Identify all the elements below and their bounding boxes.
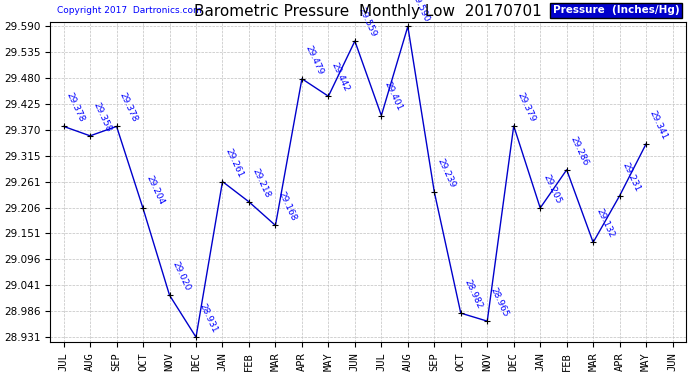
Text: 29.020: 29.020 [171,260,193,292]
Text: 29.442: 29.442 [330,62,351,93]
Text: 29.239: 29.239 [435,157,457,189]
Text: 29.378: 29.378 [65,91,86,124]
Text: 29.590: 29.590 [409,0,431,24]
Text: 29.168: 29.168 [277,190,298,223]
Text: 29.132: 29.132 [595,207,616,240]
Text: 28.931: 28.931 [197,302,219,334]
Text: 28.982: 28.982 [462,278,484,310]
Text: 29.378: 29.378 [118,91,139,124]
Text: 29.231: 29.231 [621,161,642,193]
Text: 29.286: 29.286 [568,135,589,167]
Text: 29.401: 29.401 [383,81,404,113]
Text: 29.261: 29.261 [224,147,245,179]
Text: 29.205: 29.205 [542,173,563,205]
Text: 29.379: 29.379 [515,91,537,123]
Text: 28.965: 28.965 [489,286,510,318]
Text: 29.204: 29.204 [144,174,166,206]
Text: 29.479: 29.479 [304,44,325,76]
Text: Copyright 2017  Dartronics.com: Copyright 2017 Dartronics.com [57,6,201,15]
Text: 29.358: 29.358 [92,101,113,133]
Text: Pressure  (Inches/Hg): Pressure (Inches/Hg) [553,5,680,15]
Text: 29.559: 29.559 [356,6,377,38]
Text: 29.341: 29.341 [647,109,669,141]
Text: 29.218: 29.218 [250,167,272,199]
Title: Barometric Pressure  Monthly Low  20170701: Barometric Pressure Monthly Low 20170701 [195,4,542,19]
